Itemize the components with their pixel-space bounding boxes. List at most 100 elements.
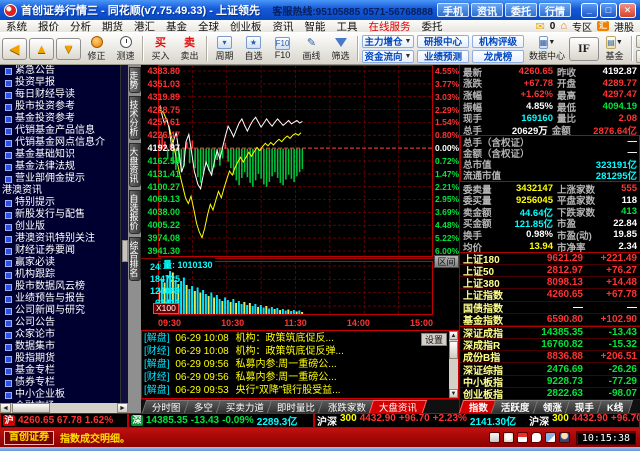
sidebar-item[interactable]: 中小企业板 xyxy=(0,389,119,401)
institution-rating-button[interactable]: 机构评级 xyxy=(472,34,524,48)
sidebar-item[interactable]: 赢家必读 xyxy=(0,257,119,269)
menu-item[interactable]: 智能 xyxy=(304,20,326,33)
sidebar-item[interactable]: 财经证券要闻 xyxy=(0,245,119,257)
sidebar-item[interactable]: 基金投资参考 xyxy=(0,113,119,125)
quick-button[interactable]: 手机 xyxy=(437,3,469,18)
menu-item[interactable]: 港汇 xyxy=(134,20,155,33)
market-button[interactable]: 期货 xyxy=(636,49,640,63)
sidebar-item[interactable]: 港澳资讯 xyxy=(2,185,42,196)
index-row[interactable]: 上证50 2812.97 +76.27 xyxy=(460,265,640,278)
sidebar-item[interactable]: 基金基础知识 xyxy=(0,149,119,161)
fund-button[interactable]: ▤ ▼ 基金 xyxy=(601,34,628,63)
sidebar-item[interactable]: 基金法律法规 xyxy=(0,161,119,173)
sidebar-item[interactable]: 紧急公告 xyxy=(0,65,119,77)
vertical-tab[interactable]: 自选报价 xyxy=(128,190,141,234)
vertical-tab[interactable]: 大盘资讯 xyxy=(128,143,141,187)
range-button[interactable]: 区间 xyxy=(434,255,459,268)
menu-item[interactable]: 创业板 xyxy=(230,20,262,33)
scroll-up-arrow[interactable]: ▲ xyxy=(449,331,458,340)
earnings-forecast-button[interactable]: 业绩预测 xyxy=(417,49,469,63)
sidebar-item[interactable]: 金融市场 xyxy=(0,401,119,403)
filter-button[interactable]: 筛选 xyxy=(327,34,354,63)
maximize-button[interactable]: □ xyxy=(600,2,617,18)
news-row[interactable]: [解盘] 06-29 09:56 私募内参:周一重磅公... xyxy=(144,358,456,371)
calendar-icon[interactable] xyxy=(516,432,528,443)
menu-item[interactable]: 报价 xyxy=(38,20,59,33)
close-button[interactable]: ✕ xyxy=(619,2,636,18)
scroll-thumb[interactable] xyxy=(12,403,50,413)
sidebar-item[interactable]: 业绩预告与报告 xyxy=(0,293,119,305)
news-scrollbar[interactable]: ▲ ▼ xyxy=(449,331,458,398)
chat-icon[interactable] xyxy=(530,432,542,443)
sidebar-item[interactable]: 营业部佣金提示 xyxy=(0,173,119,185)
period-button[interactable]: ▾ 周期 xyxy=(211,34,238,63)
title-bar[interactable]: 首创证券行情三 - 同花顺(v7.75.49.33) - 上证领先 客服热线:9… xyxy=(0,0,640,20)
volume-chart[interactable] xyxy=(158,261,433,315)
sidebar-item[interactable]: 特别提示 xyxy=(0,197,119,209)
menu-item[interactable]: 资讯 xyxy=(272,20,294,33)
image-icon[interactable] xyxy=(544,432,556,443)
settings-button[interactable]: 设置 xyxy=(421,333,447,346)
vertical-tab[interactable]: 综合排名 xyxy=(128,237,141,281)
quick-button[interactable]: 委托 xyxy=(505,3,537,18)
if-futures-button[interactable]: IF xyxy=(569,36,599,61)
price-pane[interactable]: 4383.80 4351.03 4319.89 4288.75 4257.61 4226.… xyxy=(141,65,459,257)
hk-icon[interactable]: 汇 xyxy=(597,21,609,31)
news-row[interactable]: [解盘] 06-29 10:08 机构：政策筑底促反... xyxy=(144,332,456,345)
menu-item[interactable]: 系统 xyxy=(6,20,27,33)
chart-tab[interactable]: 涨跌家数 xyxy=(317,400,376,414)
sidebar-item[interactable]: 代销基金网点信息介 xyxy=(0,137,119,149)
buy-button[interactable]: 买 买入 xyxy=(147,34,174,63)
news-row[interactable]: [财经] 06-29 09:56 私募内参:周一重磅公... xyxy=(144,371,456,384)
sidebar-item[interactable]: 公司新闻与研究 xyxy=(0,305,119,317)
sidebar-item[interactable]: 数据集市 xyxy=(0,341,119,353)
volume-pane[interactable]: 量: 1010130 24538118472512406963413 X100 xyxy=(141,258,459,316)
index-row[interactable]: 中小板指 9228.73 -77.29 xyxy=(460,376,640,389)
sidebar-item[interactable]: 债券专栏 xyxy=(0,377,119,389)
menu-item[interactable]: 全球 xyxy=(198,20,219,33)
sidebar-item[interactable]: 每日财经导读 xyxy=(0,89,119,101)
home-icon[interactable]: ⌂ xyxy=(560,20,567,32)
sidebar-item[interactable]: 代销基金产品信息 xyxy=(0,125,119,137)
vertical-tab[interactable]: 走势 xyxy=(128,67,141,93)
menu-item[interactable]: 分析 xyxy=(70,20,91,33)
speed-test-button[interactable]: 测速 xyxy=(112,34,139,63)
index-row[interactable]: 上证指数 4260.65 +67.78 xyxy=(460,289,640,302)
scroll-right-arrow[interactable]: ► xyxy=(117,403,128,413)
f10-button[interactable]: F10 F10 xyxy=(269,34,296,63)
ticker-sz[interactable]: 深 14385.35 -13.43 -0.09% 2289.3亿 xyxy=(128,413,314,428)
sidebar-item[interactable]: 基金专栏 xyxy=(0,365,119,377)
market-button[interactable]: 全球 xyxy=(636,34,640,48)
sidebar-item[interactable]: 股市数据风云榜 xyxy=(0,281,119,293)
sidebar-item[interactable]: 港澳资讯特别关注 xyxy=(0,233,119,245)
research-center-button[interactable]: 研报中心 xyxy=(417,34,469,48)
menu-item[interactable]: 基金 xyxy=(166,20,187,33)
menu-item[interactable]: 工具 xyxy=(336,20,358,33)
down-arrow-button[interactable]: ▼ xyxy=(56,37,81,60)
mail-icon[interactable]: ✉ xyxy=(535,20,545,33)
scroll-down-arrow[interactable]: ▼ xyxy=(449,389,458,398)
news-row[interactable]: [解盘] 06-29 09:53 央行“双降”银行股受益... xyxy=(144,384,456,397)
scroll-thumb[interactable] xyxy=(122,240,128,262)
sidebar-item[interactable]: 股市投资参考 xyxy=(0,101,119,113)
sidebar-horizontal-scrollbar[interactable]: ◄ ► xyxy=(0,403,128,413)
index-row[interactable]: 深成指R 16760.82 -15.32 xyxy=(460,339,640,352)
minimize-button[interactable]: _ xyxy=(581,2,598,18)
zone-link[interactable]: 专区 xyxy=(572,22,592,34)
scroll-left-arrow[interactable]: ◄ xyxy=(0,403,11,413)
index-row[interactable]: 成份B指 8836.88 +206.51 xyxy=(460,351,640,364)
dragon-tiger-button[interactable]: 龙虎榜 xyxy=(472,49,524,63)
sidebar-vertical-scrollbar[interactable] xyxy=(120,65,128,403)
hk-link[interactable]: 港股 xyxy=(614,22,634,34)
sidebar-item[interactable]: 机构跟踪 xyxy=(0,269,119,281)
index-row[interactable]: 创业板指 2822.63 -98.07 xyxy=(460,388,640,401)
ticker-sh[interactable]: 沪 4260.65 67.78 1.62% xyxy=(0,413,128,428)
quick-button[interactable]: 资讯 xyxy=(471,3,503,18)
main-force-button[interactable]: 主力增仓 ▼ xyxy=(362,34,414,48)
index-row[interactable]: 国债指数 — — xyxy=(460,302,640,315)
panel-tab[interactable]: K线 xyxy=(596,400,634,414)
draw-line-button[interactable]: ✎ 画线 xyxy=(298,34,325,63)
intraday-chart[interactable] xyxy=(158,65,433,257)
menu-item[interactable]: 委托 xyxy=(421,20,443,33)
index-row[interactable]: 基金指数 6590.80 +102.90 xyxy=(460,314,640,327)
